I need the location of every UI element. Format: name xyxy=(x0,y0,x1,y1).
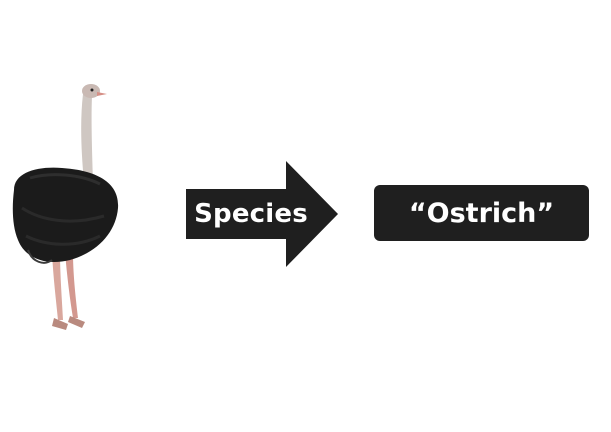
result-label: “Ostrich” xyxy=(408,197,555,229)
ostrich-icon xyxy=(12,84,119,330)
result-box: “Ostrich” xyxy=(374,185,589,241)
species-arrow: Species xyxy=(186,161,338,267)
arrow-shape xyxy=(186,161,338,267)
arrow-label: Species xyxy=(194,199,308,229)
